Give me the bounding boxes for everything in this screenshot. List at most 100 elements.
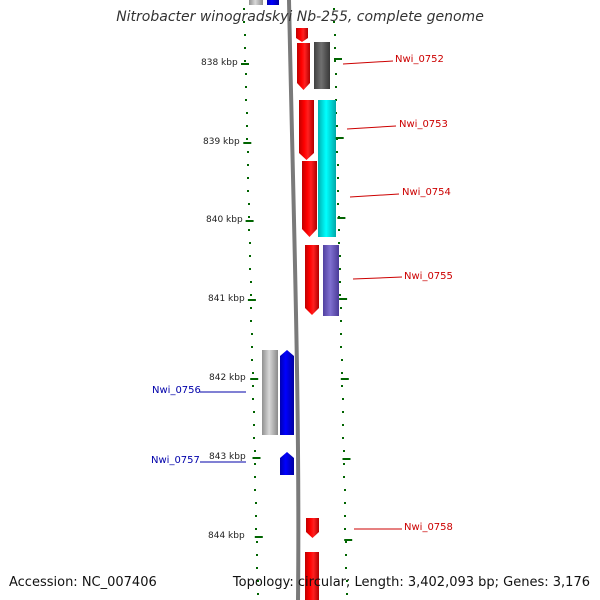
ring-dot <box>247 151 249 153</box>
ring-dot <box>342 424 344 426</box>
ring-dot <box>250 281 252 283</box>
ring-dot <box>255 528 257 530</box>
ring-dot <box>255 502 257 504</box>
scale-ticks <box>241 63 263 538</box>
ring-dot <box>339 268 341 270</box>
gene-label-nwi-0752[interactable]: Nwi_0752 <box>395 54 444 65</box>
ring-dot <box>246 112 248 114</box>
ring-dot <box>334 47 336 49</box>
outer-scale-tick <box>342 458 351 460</box>
scale-tick <box>252 457 261 459</box>
scale-tick <box>247 299 256 301</box>
gene-label-nwi-0755[interactable]: Nwi_0755 <box>404 271 453 282</box>
ring-dot <box>343 463 345 465</box>
ring-dot <box>345 554 347 556</box>
gene-label-nwi-0757[interactable]: Nwi_0757 <box>151 455 200 466</box>
ring-dot <box>341 385 343 387</box>
ring-dot <box>341 372 343 374</box>
ring-dot <box>248 216 250 218</box>
ring-dot <box>256 541 258 543</box>
ring-dot <box>335 86 337 88</box>
scale-tick <box>241 63 249 65</box>
gene-bottom-partial <box>305 552 319 600</box>
scale-label: 839 kbp <box>203 137 240 147</box>
ring-dot <box>257 580 259 582</box>
ring-dot <box>252 385 254 387</box>
gene-nwi-0756[interactable] <box>280 350 294 435</box>
partial-gene-red-top <box>296 28 308 42</box>
ring-dot <box>247 177 249 179</box>
ring-dot <box>339 255 341 257</box>
gene-nwi-0753[interactable] <box>299 100 314 160</box>
ring-dot <box>253 424 255 426</box>
ring-dot <box>253 437 255 439</box>
gene-label-nwi-0754[interactable]: Nwi_0754 <box>402 187 451 198</box>
ring-dot <box>248 203 250 205</box>
ring-dot <box>250 307 252 309</box>
outer-scale-tick <box>339 298 348 300</box>
ring-dot <box>249 255 251 257</box>
ring-dot <box>245 99 247 101</box>
scale-tick <box>245 220 254 222</box>
ring-dot <box>344 489 346 491</box>
ring-dot <box>251 359 253 361</box>
scale-label: 838 kbp <box>201 58 238 68</box>
scale-label: 843 kbp <box>209 452 246 462</box>
ring-dot <box>248 229 250 231</box>
gene-nwi-0752[interactable] <box>297 43 310 90</box>
ring-dot <box>337 164 339 166</box>
ring-dot <box>337 190 339 192</box>
ring-dot <box>343 450 345 452</box>
gene-label-nwi-0753[interactable]: Nwi_0753 <box>399 119 448 130</box>
ring-dot <box>336 151 338 153</box>
gene-nwi-0755[interactable] <box>305 245 319 315</box>
ring-dot <box>246 138 248 140</box>
scale-label: 844 kbp <box>208 531 245 541</box>
genome-backbone <box>287 0 301 600</box>
scale-tick <box>243 142 252 144</box>
ring-dot <box>336 125 338 127</box>
ring-dot <box>346 593 348 595</box>
outer-scale-dashes <box>334 58 353 541</box>
ring-dot <box>333 21 335 23</box>
ring-dot <box>340 307 342 309</box>
ring-dot <box>245 73 247 75</box>
ring-dot <box>339 281 341 283</box>
homolog-bar-nwi-0756 <box>262 350 278 435</box>
scale-tick <box>250 378 259 380</box>
ring-dot <box>337 177 339 179</box>
scale-label: 840 kbp <box>206 215 243 225</box>
ring-dot <box>247 190 249 192</box>
gene-nwi-0754[interactable] <box>302 161 317 237</box>
gene-label-nwi-0756[interactable]: Nwi_0756 <box>152 385 201 396</box>
ring-dot <box>338 229 340 231</box>
ring-dot <box>341 359 343 361</box>
ring-dot <box>334 34 336 36</box>
ring-dot <box>256 554 258 556</box>
partial-gene-blue <box>267 0 279 5</box>
ring-dot <box>335 73 337 75</box>
homolog-bar-nwi-0752 <box>314 42 330 89</box>
ring-dot <box>250 320 252 322</box>
gene-nwi-0758[interactable] <box>306 518 319 538</box>
ring-dot <box>243 8 245 10</box>
ring-dot <box>244 60 246 62</box>
outer-scale-tick <box>335 137 344 139</box>
ring-dot <box>251 346 253 348</box>
ring-dot <box>255 515 257 517</box>
ring-dot <box>254 476 256 478</box>
ring-dot <box>252 372 254 374</box>
ring-dot <box>340 346 342 348</box>
ring-dot <box>249 242 251 244</box>
gene-nwi-0757[interactable] <box>280 452 294 475</box>
ring-dot <box>340 333 342 335</box>
ring-dot <box>251 333 253 335</box>
ring-dot <box>244 34 246 36</box>
ring-dot <box>342 411 344 413</box>
ring-dot <box>249 268 251 270</box>
homolog-bar-nwi-0755 <box>323 245 339 316</box>
gene-label-nwi-0758[interactable]: Nwi_0758 <box>404 522 453 533</box>
ring-dot <box>342 437 344 439</box>
ring-dot <box>339 294 341 296</box>
